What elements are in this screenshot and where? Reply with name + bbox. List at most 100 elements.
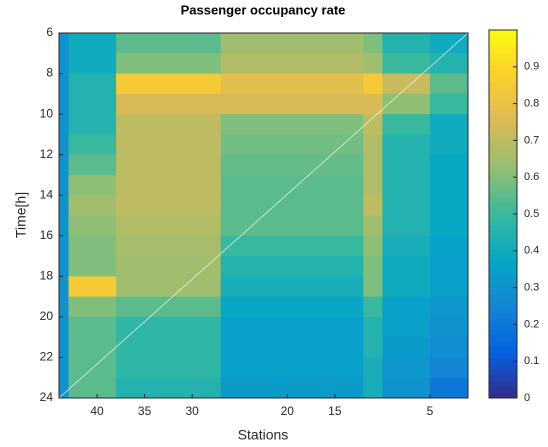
colorbar-swatch (489, 357, 517, 364)
heatmap-cell (59, 154, 70, 176)
colorbar-tick-label: 0.3 (524, 282, 539, 294)
colorbar-swatch (489, 81, 517, 88)
heatmap-cell (116, 154, 222, 176)
colorbar-swatch (489, 122, 517, 129)
colorbar-swatch (489, 64, 517, 71)
y-tick-label: 24 (40, 390, 54, 404)
x-tick-label: 5 (427, 404, 434, 418)
heatmap-cell (382, 235, 431, 257)
colorbar-tick-label: 0.1 (524, 355, 539, 367)
heatmap-cell (382, 33, 431, 54)
heatmap-cell (116, 296, 222, 318)
colorbar-swatch (489, 375, 517, 382)
heatmap-cell (363, 296, 383, 318)
heatmap-cell (429, 53, 469, 75)
colorbar-swatch (489, 392, 517, 399)
heatmap-cell (429, 296, 469, 318)
heatmap-cell (429, 73, 469, 95)
colorbar-swatch (489, 334, 517, 341)
colorbar-swatch (489, 363, 517, 370)
heatmap-cell (116, 53, 222, 75)
heatmap-cell (429, 256, 469, 277)
heatmap-cell (116, 73, 222, 95)
heatmap-cell (382, 174, 431, 196)
colorbar-swatch (489, 196, 517, 203)
heatmap-cell (116, 215, 222, 237)
colorbar-swatch (489, 41, 517, 48)
heatmap-cell (220, 377, 364, 399)
colorbar-swatch (489, 30, 517, 37)
heatmap-cell (220, 215, 364, 237)
heatmap-cell (363, 93, 383, 115)
heatmap-cell (429, 235, 469, 257)
heatmap-cell (116, 316, 222, 338)
heatmap-cell (116, 93, 222, 115)
heatmap-cell (363, 154, 383, 176)
heatmap-cell (429, 337, 469, 358)
colorbar-swatch (489, 185, 517, 192)
heatmap-cell (363, 276, 383, 298)
colorbar-tick-label: 0.2 (524, 318, 539, 330)
colorbar-swatch (489, 265, 517, 272)
heatmap-cell (429, 215, 469, 237)
heatmap-cell (429, 174, 469, 196)
heatmap-cell (68, 195, 117, 216)
colorbar-tick-label: 0.4 (524, 245, 539, 257)
heatmap-cell (363, 357, 383, 379)
colorbar-swatch (489, 260, 517, 267)
colorbar-swatch (489, 179, 517, 186)
colorbar-swatch (489, 93, 517, 100)
colorbar-tick-label: 0.9 (524, 61, 539, 73)
x-tick-label: 20 (281, 404, 295, 418)
colorbar-swatch (489, 110, 517, 117)
plot-frame (58, 32, 469, 399)
heatmap-cell (68, 53, 117, 75)
colorbar-swatch (489, 162, 517, 169)
colorbar-swatch (489, 242, 517, 249)
heatmap-cell (220, 296, 364, 318)
heatmap-cell (363, 256, 383, 277)
heatmap-cell (59, 377, 70, 399)
heatmap-cell (68, 276, 117, 298)
heatmap-cell (68, 93, 117, 115)
heatmap-cell (59, 73, 70, 95)
heatmap-cell (363, 235, 383, 257)
heatmap-cell (382, 73, 431, 95)
heatmap-cell (220, 33, 364, 54)
y-tick-label: 18 (40, 269, 54, 283)
heatmap-cell (116, 337, 222, 358)
x-axis-label: Stations (238, 427, 289, 443)
heatmap-cell (68, 33, 117, 54)
heatmap-cell (68, 154, 117, 176)
colorbar-tick-label: 0 (524, 392, 530, 404)
heatmap-cell (363, 377, 383, 399)
colorbar-tick-label: 0.7 (524, 134, 539, 146)
heatmap-cell (68, 337, 117, 358)
heatmap-cell (220, 114, 364, 135)
y-tick-label: 8 (46, 66, 53, 80)
heatmap-cell (220, 235, 364, 257)
colorbar-swatch (489, 139, 517, 146)
heatmap-cell (59, 215, 70, 237)
heatmap-cell (382, 154, 431, 176)
colorbar-swatch (489, 168, 517, 175)
colorbar-tick-label: 0.8 (524, 98, 539, 110)
heatmap-cell (220, 53, 364, 75)
x-tick-label: 40 (90, 404, 104, 418)
heatmap-cell (363, 195, 383, 216)
heatmap-cell (382, 134, 431, 156)
colorbar-swatch (489, 323, 517, 330)
heatmap-cell (220, 154, 364, 176)
heatmap-cell (68, 73, 117, 95)
heatmap-cell (116, 357, 222, 379)
heatmap-cell (382, 114, 431, 135)
heatmap-cell (116, 195, 222, 216)
colorbar (489, 30, 517, 399)
heatmap-cell (382, 377, 431, 399)
colorbar-swatch (489, 58, 517, 65)
heatmap-cell (116, 114, 222, 135)
heatmap-cell (59, 337, 70, 358)
heatmap-cell (220, 174, 364, 196)
colorbar-swatch (489, 248, 517, 255)
